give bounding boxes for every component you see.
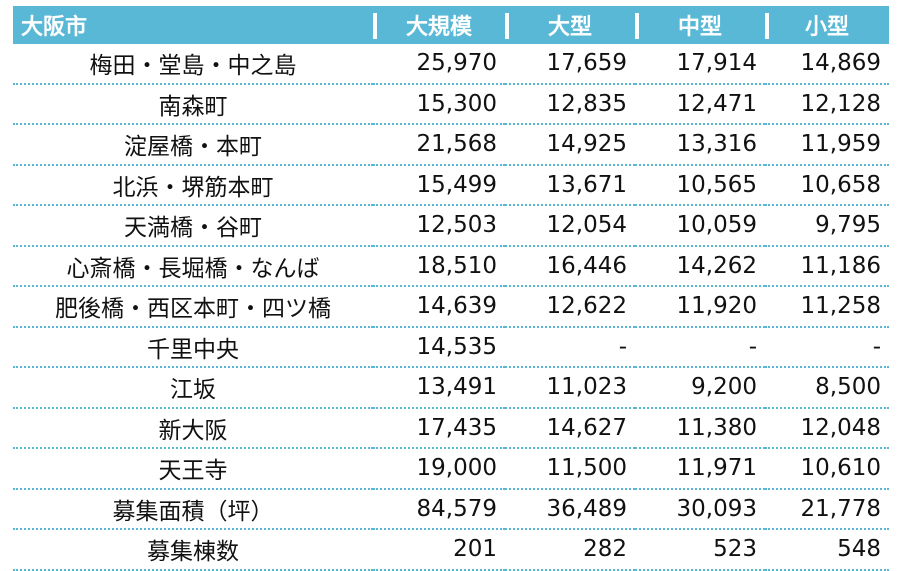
large-value-cell: 282 (505, 529, 635, 571)
table-row: 新大阪 17,435 14,627 11,380 12,048 (13, 407, 889, 449)
area-name-cell: 募集棟数 (13, 529, 373, 571)
medium-value-cell: 30,093 (635, 488, 765, 530)
small-value-cell: 12,048 (765, 407, 889, 449)
medium-value-cell: 12,471 (635, 83, 765, 125)
large-value-cell: 12,835 (505, 83, 635, 125)
header-large-scale-label: 大規模 (405, 15, 472, 40)
table-body: 梅田・堂島・中之島 25,970 17,659 17,914 14,869 南森町 15,3… (13, 44, 889, 571)
area-name-cell: 北浜・堺筋本町 (13, 164, 373, 206)
table-row: 江坂 13,491 11,023 9,200 8,500 (13, 367, 889, 409)
large-value-cell: 11,023 (505, 367, 635, 409)
large-value-cell: 16,446 (505, 245, 635, 287)
large-scale-value-cell: 14,535 (373, 326, 505, 368)
table-row: 募集棟数 201 282 523 548 (13, 529, 889, 571)
small-value-cell: - (765, 326, 889, 368)
header-separator (635, 13, 639, 39)
header-city: 大阪市 (13, 6, 373, 44)
large-value-cell: 14,925 (505, 124, 635, 166)
small-value-cell: 11,186 (765, 245, 889, 287)
large-scale-value-cell: 15,300 (373, 83, 505, 125)
header-row: 大阪市 大規模 大型 中型 小型 (13, 6, 889, 44)
medium-value-cell: 523 (635, 529, 765, 571)
large-value-cell: - (505, 326, 635, 368)
large-value-cell: 12,054 (505, 205, 635, 247)
area-name-cell: 天王寺 (13, 448, 373, 490)
header-small-label: 小型 (804, 15, 849, 40)
large-value-cell: 13,671 (505, 164, 635, 206)
header-small: 小型 (765, 6, 889, 44)
medium-value-cell: 9,200 (635, 367, 765, 409)
area-name-cell: 江坂 (13, 367, 373, 409)
small-value-cell: 8,500 (765, 367, 889, 409)
header-separator (373, 13, 377, 39)
small-value-cell: 12,128 (765, 83, 889, 125)
table-row: 淀屋橋・本町 21,568 14,925 13,316 11,959 (13, 124, 889, 166)
header-medium-label: 中型 (677, 15, 722, 40)
small-value-cell: 21,778 (765, 488, 889, 530)
area-name-cell: 千里中央 (13, 326, 373, 368)
table-header: 大阪市 大規模 大型 中型 小型 (13, 6, 889, 44)
table-row: 募集面積（坪） 84,579 36,489 30,093 21,778 (13, 488, 889, 530)
table-row: 梅田・堂島・中之島 25,970 17,659 17,914 14,869 (13, 44, 889, 85)
large-scale-value-cell: 19,000 (373, 448, 505, 490)
header-separator (765, 13, 769, 39)
large-scale-value-cell: 12,503 (373, 205, 505, 247)
small-value-cell: 10,658 (765, 164, 889, 206)
area-name-cell: 新大阪 (13, 407, 373, 449)
area-name-cell: 梅田・堂島・中之島 (13, 44, 373, 85)
medium-value-cell: 11,971 (635, 448, 765, 490)
header-large-label: 大型 (547, 15, 592, 40)
large-scale-value-cell: 25,970 (373, 44, 505, 85)
table-row: 天王寺 19,000 11,500 11,971 10,610 (13, 448, 889, 490)
small-value-cell: 11,258 (765, 286, 889, 328)
small-value-cell: 14,869 (765, 44, 889, 85)
area-name-cell: 南森町 (13, 83, 373, 125)
table-row: 南森町 15,300 12,835 12,471 12,128 (13, 83, 889, 125)
area-name-cell: 募集面積（坪） (13, 488, 373, 530)
large-scale-value-cell: 201 (373, 529, 505, 571)
large-scale-value-cell: 14,639 (373, 286, 505, 328)
medium-value-cell: 11,920 (635, 286, 765, 328)
large-scale-value-cell: 18,510 (373, 245, 505, 287)
medium-value-cell: - (635, 326, 765, 368)
area-name-cell: 淀屋橋・本町 (13, 124, 373, 166)
header-large-scale: 大規模 (373, 6, 505, 44)
office-vacancy-table: 大阪市 大規模 大型 中型 小型 梅田・堂島・中之島 25,970 17,659 17… (13, 6, 889, 571)
large-value-cell: 11,500 (505, 448, 635, 490)
medium-value-cell: 13,316 (635, 124, 765, 166)
table-row: 北浜・堺筋本町 15,499 13,671 10,565 10,658 (13, 164, 889, 206)
area-name-cell: 肥後橋・西区本町・四ツ橋 (13, 286, 373, 328)
table-row: 天満橋・谷町 12,503 12,054 10,059 9,795 (13, 205, 889, 247)
medium-value-cell: 14,262 (635, 245, 765, 287)
area-name-cell: 心斎橋・長堀橋・なんば (13, 245, 373, 287)
office-table-container: 大阪市 大規模 大型 中型 小型 梅田・堂島・中之島 25,970 17,659 17… (13, 6, 889, 571)
table-row: 千里中央 14,535- - - (13, 326, 889, 368)
large-value-cell: 12,622 (505, 286, 635, 328)
header-separator (505, 13, 509, 39)
medium-value-cell: 10,059 (635, 205, 765, 247)
large-value-cell: 17,659 (505, 44, 635, 85)
large-value-cell: 36,489 (505, 488, 635, 530)
table-row: 肥後橋・西区本町・四ツ橋 14,639 12,622 11,920 11,258 (13, 286, 889, 328)
small-value-cell: 10,610 (765, 448, 889, 490)
large-scale-value-cell: 13,491 (373, 367, 505, 409)
header-medium: 中型 (635, 6, 765, 44)
large-scale-value-cell: 15,499 (373, 164, 505, 206)
large-scale-value-cell: 21,568 (373, 124, 505, 166)
table-row: 心斎橋・長堀橋・なんば 18,510 16,446 14,262 11,186 (13, 245, 889, 287)
small-value-cell: 11,959 (765, 124, 889, 166)
header-large: 大型 (505, 6, 635, 44)
small-value-cell: 9,795 (765, 205, 889, 247)
medium-value-cell: 10,565 (635, 164, 765, 206)
area-name-cell: 天満橋・谷町 (13, 205, 373, 247)
large-scale-value-cell: 84,579 (373, 488, 505, 530)
large-value-cell: 14,627 (505, 407, 635, 449)
small-value-cell: 548 (765, 529, 889, 571)
medium-value-cell: 17,914 (635, 44, 765, 85)
medium-value-cell: 11,380 (635, 407, 765, 449)
large-scale-value-cell: 17,435 (373, 407, 505, 449)
